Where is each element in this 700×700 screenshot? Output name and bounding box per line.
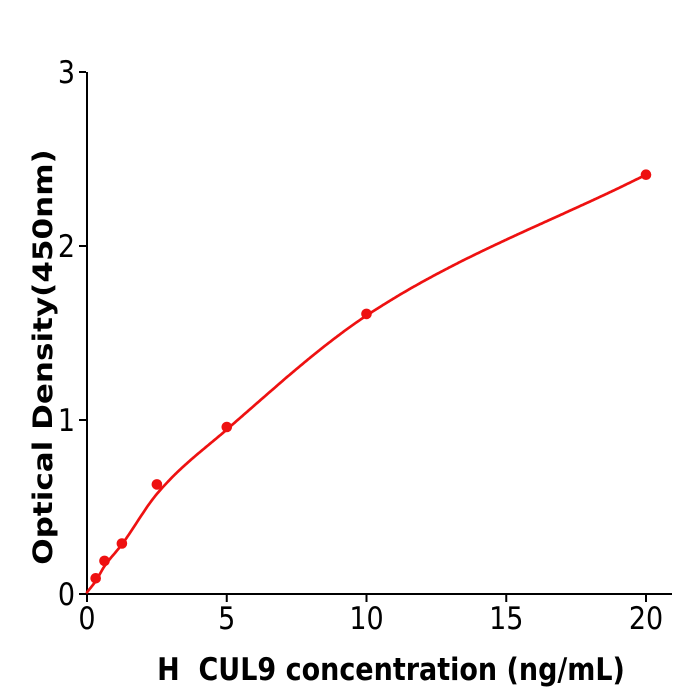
y-axis-title: Optical Density(450nm) xyxy=(27,149,59,564)
y-tick-label-1: 1 xyxy=(58,402,75,438)
x-axis-title: H CUL9 concentration (ng/mL) xyxy=(157,651,625,687)
data-point-10 xyxy=(361,308,372,320)
y-tick-label-3: 3 xyxy=(58,54,75,90)
data-point-0.313 xyxy=(90,573,101,584)
x-tick-label-5: 5 xyxy=(218,600,235,636)
axes-layer: 0 5 10 15 20 0 1 2 3 xyxy=(58,54,672,636)
y-tick-label-0: 0 xyxy=(58,576,75,612)
y-tick-label-2: 2 xyxy=(58,228,75,264)
x-tick-label-15: 15 xyxy=(489,600,523,636)
data-point-2.5 xyxy=(151,479,163,490)
data-point-20 xyxy=(640,169,652,180)
plot-layer xyxy=(85,169,652,594)
x-tick-label-20: 20 xyxy=(629,600,663,636)
data-point-1.25 xyxy=(116,538,128,549)
fit-curve xyxy=(85,173,648,594)
data-point-5 xyxy=(221,421,233,433)
data-point-0.625 xyxy=(99,555,110,567)
x-tick-label-10: 10 xyxy=(349,600,383,636)
x-tick-label-0: 0 xyxy=(78,600,95,636)
